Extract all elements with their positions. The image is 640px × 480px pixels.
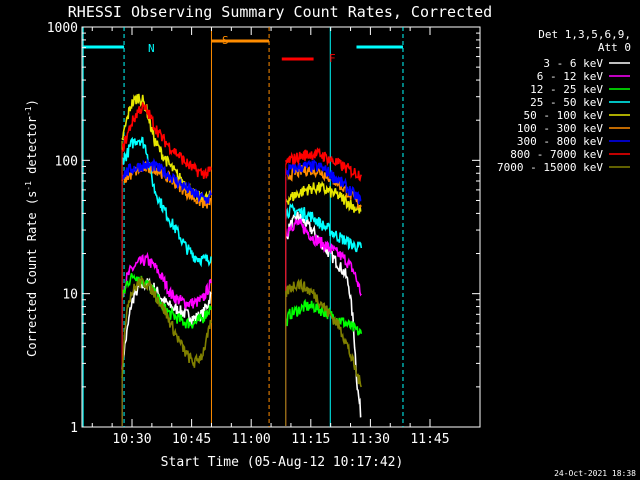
legend-entry-8: 7000 - 15000 keV [497, 161, 603, 174]
series-line-4-seg2 [285, 180, 362, 214]
y-tick-label-3: 1000 [47, 21, 78, 36]
flag-label-N: N [148, 42, 155, 55]
series-line-5-seg2 [285, 164, 362, 210]
series-line-7-seg2 [285, 147, 363, 182]
series-line-1-seg1 [121, 251, 212, 311]
y-axis-label: Corrected Count Rate (s-1 detector-1) [24, 99, 39, 357]
x-tick-label-0: 10:30 [112, 432, 151, 447]
series-line-0-seg1 [121, 277, 212, 370]
x-tick-label-3: 11:15 [291, 432, 330, 447]
flag-label-F: F [329, 52, 336, 65]
legend-header-2: Att 0 [598, 41, 631, 54]
y-label-main: Corrected Count Rate (s [25, 191, 39, 357]
generation-date: 24-Oct-2021 18:38 [554, 469, 636, 478]
series-line-1-seg2 [285, 217, 362, 297]
legend-entry-7: 800 - 7000 keV [510, 148, 603, 161]
x-tick-label-1: 10:45 [172, 432, 211, 447]
series-line-6-seg1 [121, 157, 212, 205]
axes-frame [81, 26, 481, 428]
x-axis-ticks: 10:30 10:45 11:00 11:15 11:30 11:45 [91, 27, 450, 447]
y-label-end: ) [25, 99, 39, 106]
legend-entry-6: 300 - 800 keV [517, 135, 603, 148]
x-tick-label-4: 11:30 [351, 432, 390, 447]
flag-label-S: S [222, 34, 229, 47]
x-tick-label-2: 11:00 [232, 432, 271, 447]
series-line-3-seg1 [121, 136, 212, 268]
y-axis-ticks: 1 10 100 1000 [47, 21, 480, 436]
y-tick-label-1: 10 [62, 288, 78, 303]
y-label-sup1: -1 [24, 181, 33, 191]
series-line-8-seg1 [121, 275, 212, 379]
legend-entry-5: 100 - 300 keV [517, 122, 603, 135]
series-line-8-seg2 [285, 278, 363, 388]
legend-entry-3: 25 - 50 keV [530, 96, 603, 109]
legend-entry-2: 12 - 25 keV [530, 83, 603, 96]
plot-area: N S F [81, 26, 481, 428]
x-tick-label-5: 11:45 [410, 432, 449, 447]
series-line-2-seg2 [285, 298, 363, 336]
x-axis-label: Start Time (05-Aug-12 10:17:42) [161, 455, 404, 470]
y-tick-label-2: 100 [55, 154, 78, 169]
series-line-3-seg2 [285, 202, 363, 253]
legend-entry-0: 3 - 6 keV [543, 57, 603, 70]
y-label-mid: detector [25, 116, 39, 181]
legend-entry-4: 50 - 100 keV [524, 109, 604, 122]
series-line-4-seg1 [121, 93, 212, 204]
y-label-sup2: -1 [24, 106, 33, 116]
series-line-7-seg1 [121, 102, 212, 180]
legend-entry-1: 6 - 12 keV [537, 70, 604, 83]
y-tick-label-0: 1 [70, 421, 78, 436]
chart-title: RHESSI Observing Summary Count Rates, Co… [68, 3, 492, 21]
legend-header-1: Det 1,3,5,6,9, [538, 28, 631, 41]
